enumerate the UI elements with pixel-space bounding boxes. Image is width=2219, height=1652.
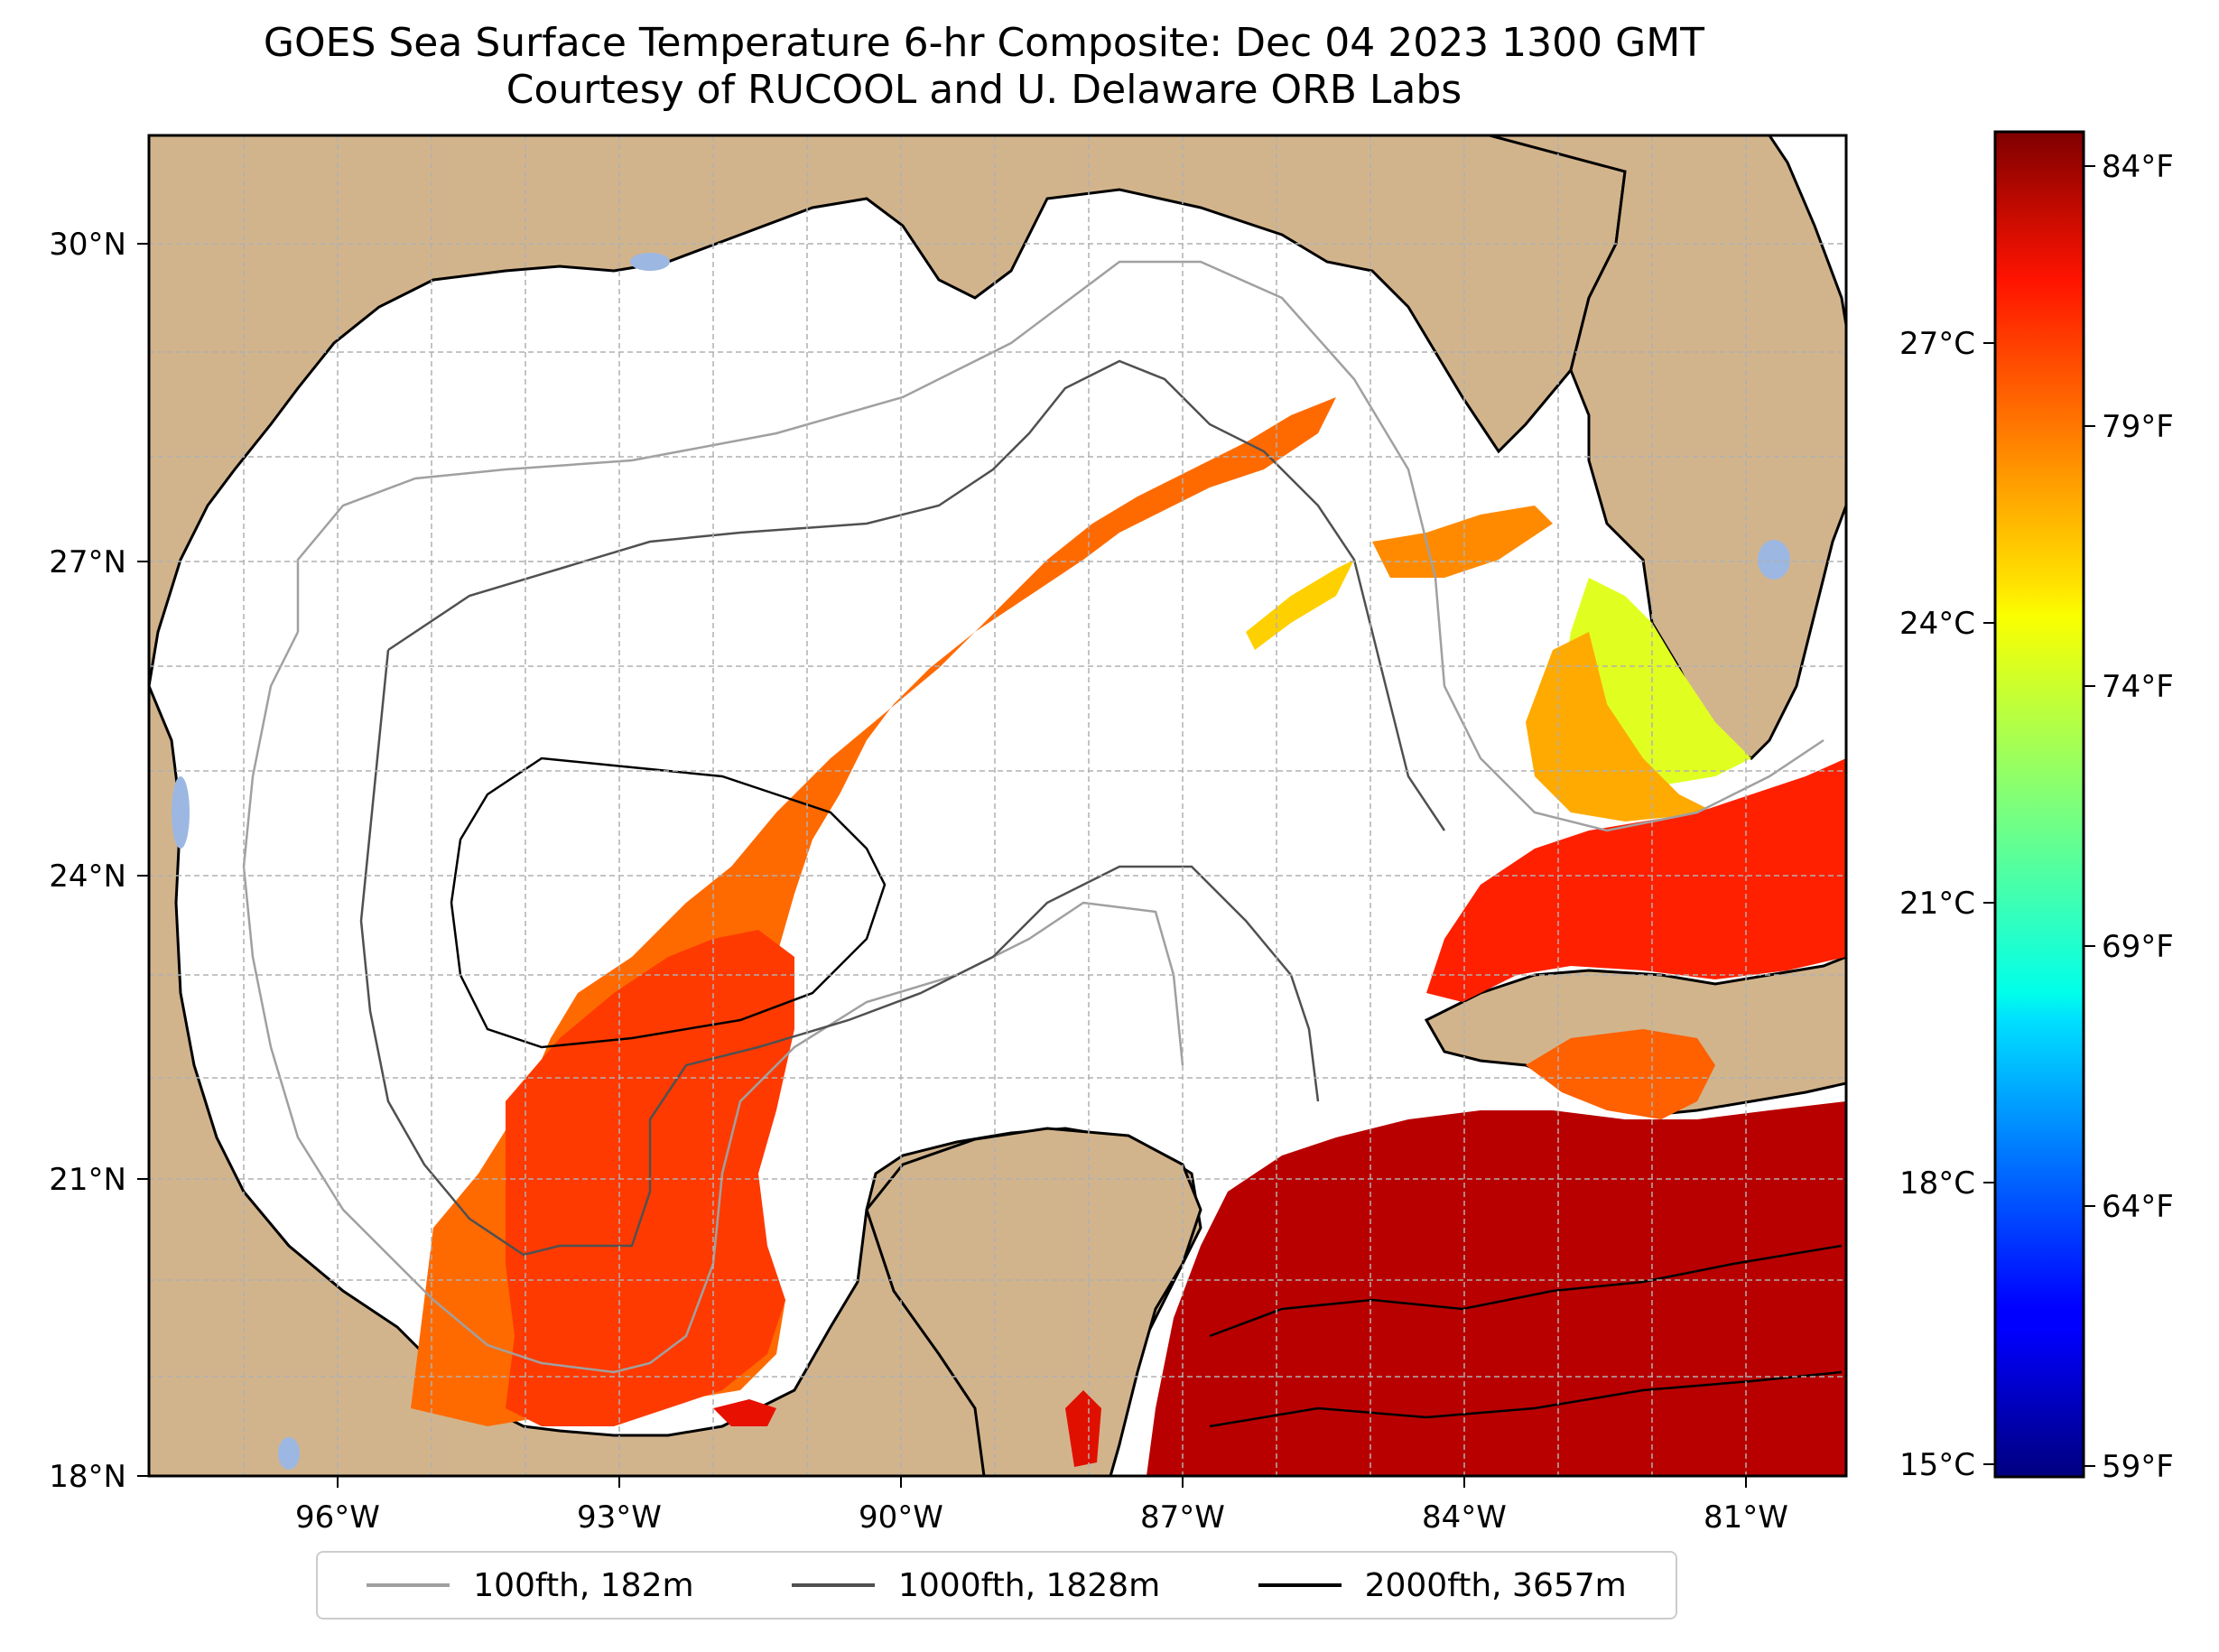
sst-red-straits — [1426, 758, 1846, 1002]
colorbar-f-69: 69°F — [2102, 929, 2174, 965]
sst-red-patch — [713, 1399, 776, 1426]
colorbar-c-27: 27°C — [1899, 326, 1975, 362]
sst-yellow-patch — [1246, 560, 1354, 650]
legend-swatch-2000fth — [1258, 1583, 1342, 1587]
longitude-labels: 96°W 93°W 90°W 87°W 84°W 81°W — [295, 1476, 1788, 1536]
colorbar-f-84: 84°F — [2102, 149, 2174, 185]
lat-label-21n: 21°N — [49, 1162, 126, 1198]
colorbar-f-64: 64°F — [2102, 1189, 2174, 1225]
contour-1000fth — [359, 359, 1446, 1257]
lat-label-27n: 27°N — [49, 544, 126, 580]
colorbar-c-18: 18°C — [1899, 1165, 1975, 1202]
sst-orange-gulf-of-honduras — [1526, 1029, 1715, 1119]
colorbar-f-59: 59°F — [2102, 1449, 2174, 1485]
lon-label-87w: 87°W — [1140, 1499, 1225, 1536]
colorbar-c-24: 24°C — [1899, 606, 1975, 642]
contour-2000fth — [450, 756, 887, 1049]
legend-label-2000fth: 2000fth, 3657m — [1364, 1566, 1627, 1604]
yucatan-peninsula — [865, 1127, 1202, 1476]
lat-label-18n: 18°N — [49, 1459, 126, 1495]
colorbar-c-21: 21°C — [1899, 886, 1975, 922]
map-title: GOES Sea Surface Temperature 6-hr Compos… — [0, 20, 1968, 114]
lake — [172, 776, 190, 849]
sst-orange-florida-west — [1372, 506, 1553, 578]
sst-red-caribbean — [1147, 1101, 1846, 1476]
map-gridlines — [149, 135, 1846, 1476]
lake — [278, 1437, 300, 1470]
colorbar-f-74: 74°F — [2102, 669, 2174, 705]
map-border — [147, 134, 1848, 1478]
contour-legend: 100fth, 182m 1000fth, 1828m 2000fth, 365… — [316, 1551, 1677, 1620]
lake — [630, 253, 670, 271]
lon-label-96w: 96°W — [295, 1499, 380, 1536]
title-line-1: GOES Sea Surface Temperature 6-hr Compos… — [263, 20, 1705, 66]
legend-swatch-100fth — [367, 1583, 450, 1587]
lon-label-90w: 90°W — [859, 1499, 943, 1536]
legend-swatch-1000fth — [791, 1583, 875, 1587]
colorbar-gradient — [1993, 130, 2085, 1479]
sst-red-patch — [1065, 1390, 1101, 1467]
legend-item-2000fth: 2000fth, 3657m — [1258, 1567, 1627, 1604]
colorbar: 27°C 24°C 21°C 18°C 15°C 84°F 79°F 74°F … — [1899, 130, 2174, 1485]
legend-item-1000fth: 1000fth, 1828m — [791, 1566, 1161, 1604]
lon-label-81w: 81°W — [1704, 1499, 1788, 1536]
sst-florida-shelf-orange — [1526, 632, 1715, 821]
lat-label-30n: 30°N — [49, 227, 126, 263]
lon-label-93w: 93°W — [577, 1499, 662, 1536]
lon-label-84w: 84°W — [1422, 1499, 1507, 1536]
legend-item-100fth: 100fth, 182m — [367, 1566, 694, 1604]
latitude-labels: 30°N 27°N 24°N 21°N 18°N — [49, 227, 149, 1495]
title-line-2: Courtesy of RUCOOL and U. Delaware ORB L… — [506, 67, 1462, 113]
lake-okeechobee — [1758, 540, 1790, 580]
contour-2000fth — [1209, 1244, 1843, 1428]
colorbar-f-79: 79°F — [2102, 409, 2174, 445]
legend-label-1000fth: 1000fth, 1828m — [897, 1566, 1161, 1604]
contour-100fth — [242, 260, 1824, 1374]
lat-label-24n: 24°N — [49, 858, 126, 895]
colorbar-c-15: 15°C — [1899, 1447, 1975, 1483]
legend-label-100fth: 100fth, 182m — [473, 1566, 694, 1604]
